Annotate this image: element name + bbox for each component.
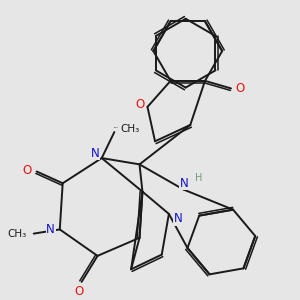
Text: N: N [180,177,189,190]
Text: N: N [174,212,182,225]
Text: O: O [135,98,145,111]
Text: CH₃: CH₃ [7,230,26,239]
Text: N: N [91,146,100,160]
Text: CH₃: CH₃ [120,124,140,134]
Text: O: O [236,82,245,95]
Text: N: N [46,223,55,236]
Text: O: O [75,285,84,298]
Text: O: O [23,164,32,177]
Text: methyl: methyl [114,127,119,128]
Text: H: H [195,173,202,183]
